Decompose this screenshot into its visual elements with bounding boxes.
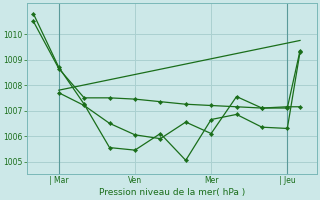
- X-axis label: Pression niveau de la mer( hPa ): Pression niveau de la mer( hPa ): [99, 188, 245, 197]
